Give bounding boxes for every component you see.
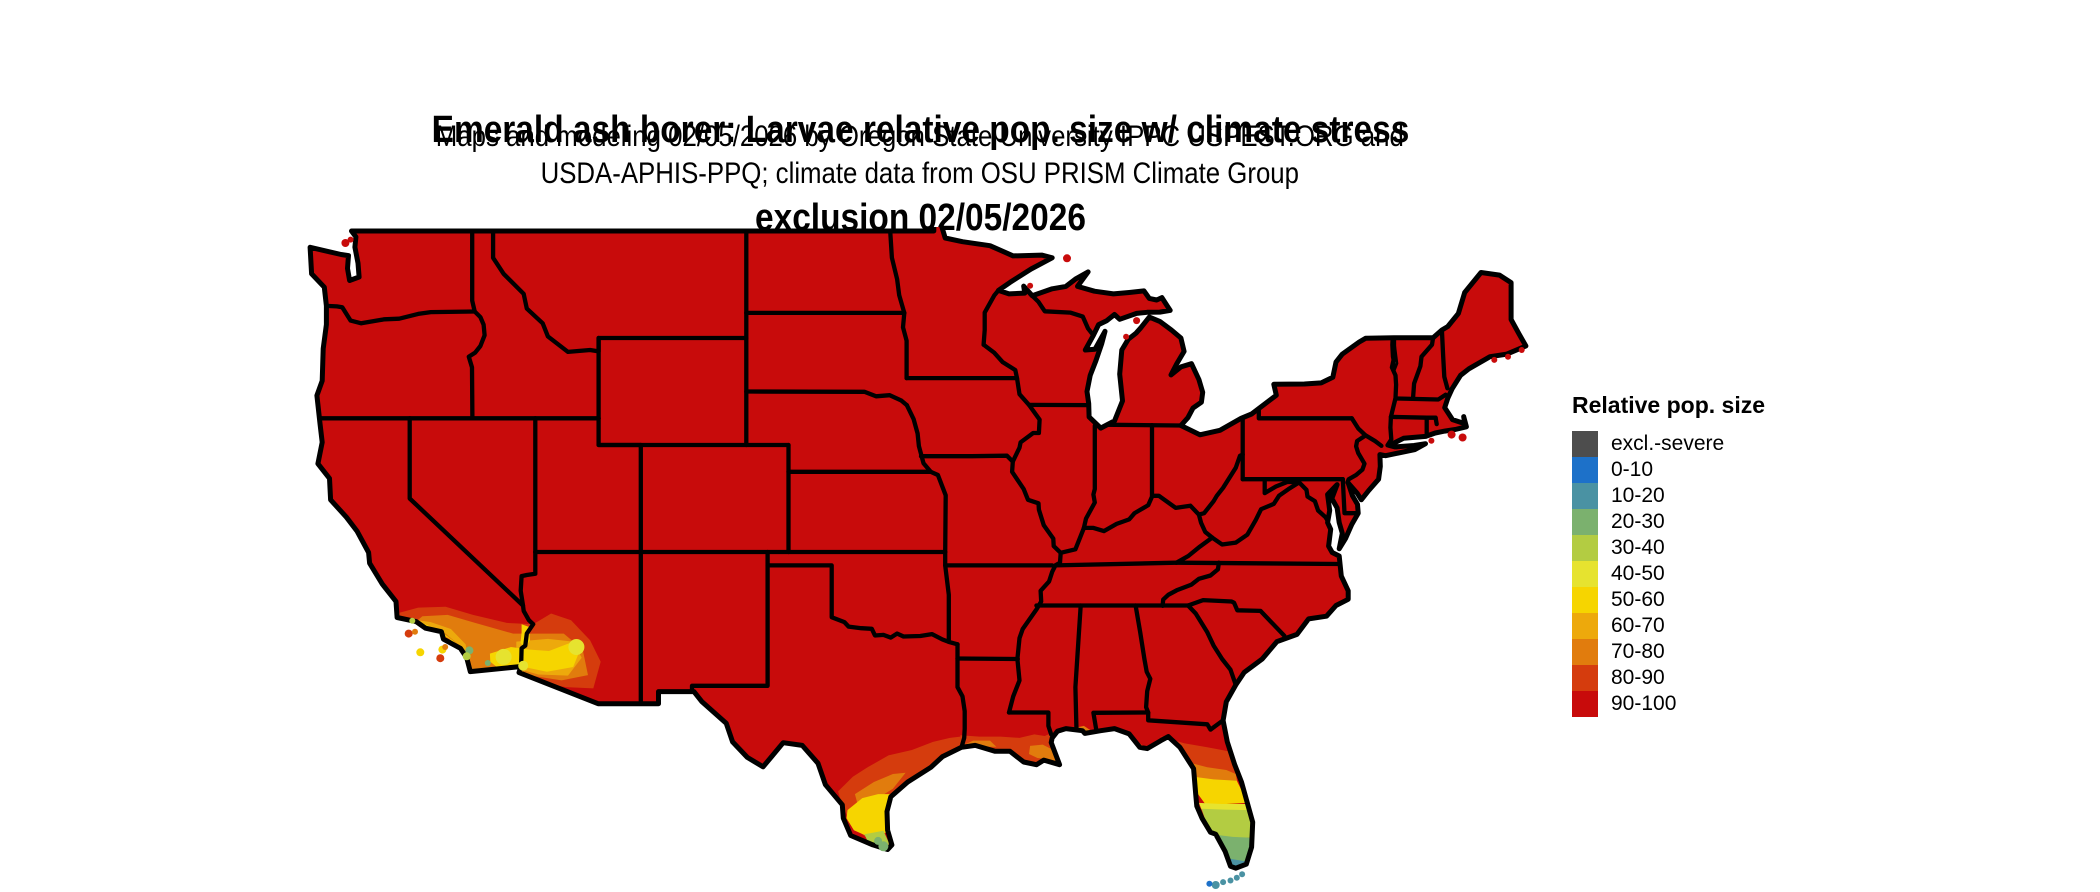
legend-swatch [1572, 561, 1598, 587]
legend-item-label: 30-40 [1611, 536, 1665, 559]
map-subtitle-line2: USDA-APHIS-PPQ; climate data from OSU PR… [540, 157, 1300, 190]
legend-item-label: 50-60 [1611, 588, 1665, 611]
legend-item-label: 90-100 [1611, 692, 1677, 715]
legend-item-label: 60-70 [1611, 614, 1665, 637]
legend-item: 80-90 [1572, 665, 1765, 691]
legend-item-label: 10-20 [1611, 484, 1665, 507]
legend-item: excl.-severe [1572, 431, 1765, 457]
map-subtitle: Maps and modeling 02/05/2026 by Oregon S… [0, 118, 1840, 192]
map-subtitle-line1: Maps and modeling 02/05/2026 by Oregon S… [435, 120, 1405, 153]
us-choropleth-map [300, 218, 1540, 892]
legend-item-label: 80-90 [1611, 666, 1665, 689]
legend-swatch [1572, 457, 1598, 483]
legend-swatch [1572, 483, 1598, 509]
legend-title: Relative pop. size [1572, 392, 1766, 418]
legend-item-label: 0-10 [1611, 458, 1654, 481]
legend-swatch [1572, 613, 1598, 639]
legend-item: 70-80 [1572, 639, 1765, 665]
legend-item: 60-70 [1572, 613, 1765, 639]
legend-item: 30-40 [1572, 535, 1765, 561]
legend-item: 0-10 [1572, 457, 1765, 483]
map-title: Emerald ash borer: Larvae relative pop. … [0, 20, 1840, 240]
legend-item: 20-30 [1572, 509, 1765, 535]
legend-swatch [1572, 665, 1598, 691]
legend-item-label: 20-30 [1611, 510, 1665, 533]
legend-item: 90-100 [1572, 691, 1765, 717]
legend-swatch [1572, 431, 1598, 457]
legend-item: 10-20 [1572, 483, 1765, 509]
map-title-line1: Emerald ash borer: Larvae relative pop. … [431, 109, 1409, 151]
map-legend: Relative pop. size excl.-severe 0-10 10-20… [1572, 392, 1765, 717]
legend-swatch [1572, 639, 1598, 665]
us-map-svg [307, 218, 1529, 889]
legend-item-label: 40-50 [1611, 562, 1665, 585]
legend-swatch [1572, 535, 1598, 561]
legend-swatch [1572, 587, 1598, 613]
legend-item: 50-60 [1572, 587, 1765, 613]
legend-item-label: excl.-severe [1611, 432, 1725, 455]
legend-item: 40-50 [1572, 561, 1765, 587]
legend-item-label: 70-80 [1611, 640, 1665, 663]
legend-swatch [1572, 691, 1598, 717]
legend-rows: excl.-severe 0-10 10-20 20-30 30-40 40-50 50-6… [1572, 431, 1765, 717]
legend-swatch [1572, 509, 1598, 535]
